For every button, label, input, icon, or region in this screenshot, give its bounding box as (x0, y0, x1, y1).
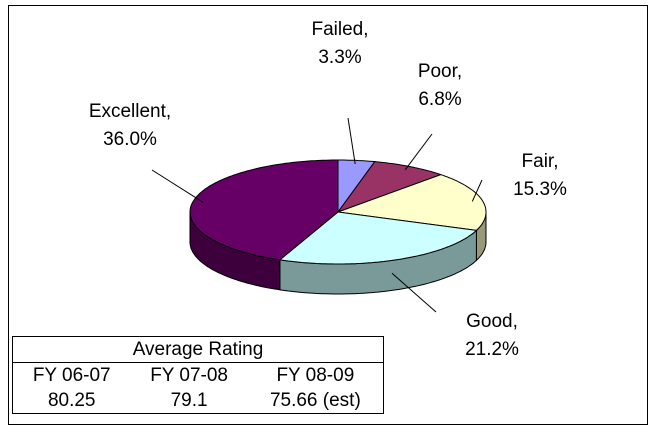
category-label: Good, (466, 311, 518, 332)
category-label: Excellent, (89, 101, 171, 122)
value-label: 15.3% (513, 179, 567, 200)
leader-line (404, 133, 433, 171)
table-value: 79.1 (170, 389, 208, 411)
leader-line (471, 179, 483, 202)
leader-line (347, 117, 356, 165)
table-header: FY 06-07 (32, 364, 111, 386)
category-label: Poor, (418, 61, 462, 82)
table-header: FY 07-08 (150, 364, 228, 386)
category-label: Failed, (311, 19, 368, 40)
value-label: 21.2% (465, 339, 519, 360)
slice (189, 159, 339, 261)
slice (278, 211, 478, 265)
value-label: 3.3% (318, 47, 361, 68)
chart-frame (8, 5, 648, 425)
table-title: Average Rating (12, 336, 384, 363)
table-value: 80.25 (47, 389, 96, 411)
slice (336, 161, 443, 214)
value-label: 36.0% (103, 129, 157, 150)
table-header: FY 08-09 (276, 364, 355, 386)
leader-line (391, 272, 437, 313)
table-value: 75.66 (est) (269, 389, 361, 411)
leader-line (151, 169, 204, 203)
rating-table: Average Rating FY 06-07 FY 07-08 FY 08-0… (12, 336, 384, 414)
value-label: 6.8% (418, 89, 461, 110)
category-label: Fair, (522, 151, 559, 172)
